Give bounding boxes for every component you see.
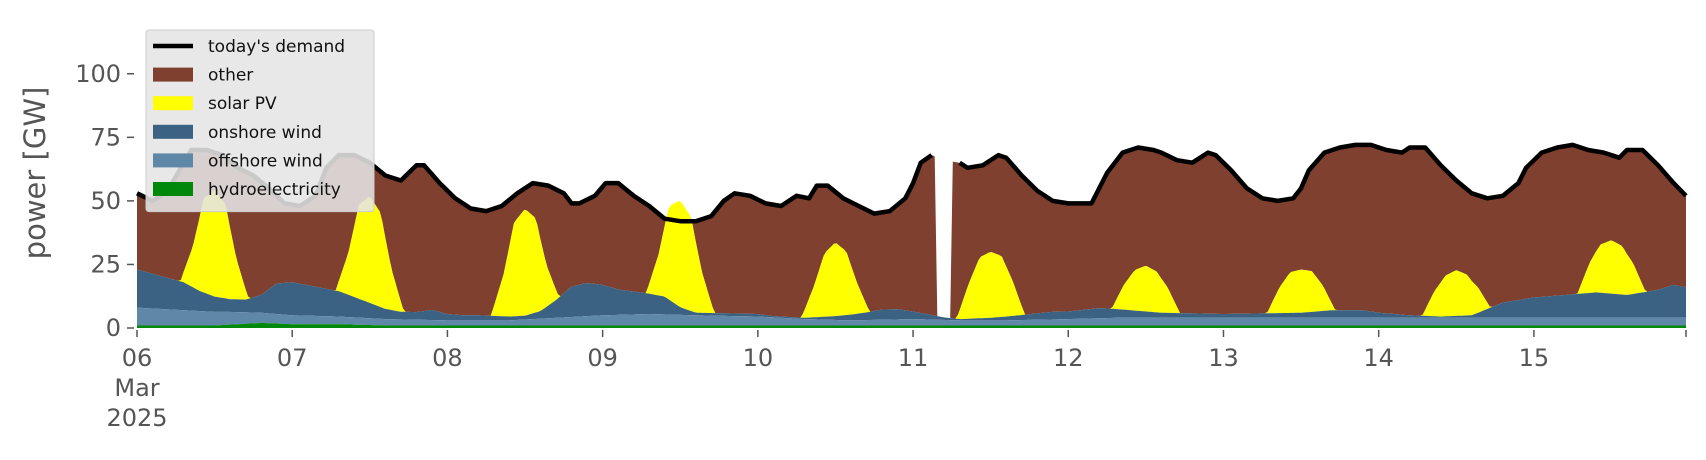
legend-swatch-hydro [153,182,193,196]
area-other [137,144,1686,319]
legend-label-onshore: onshore wind [208,123,322,143]
legend-swatch-offshore [153,153,193,168]
x-tick-label: 09 [587,344,618,372]
legend-frame [145,29,375,213]
x-tick-label: 08 [432,344,463,372]
y-tick-label: 50 [90,187,121,215]
y-tick-label: 75 [90,123,121,151]
x-tick-sublabel: Mar [114,374,159,402]
legend-swatch-onshore [153,124,193,139]
area-hydroelectricity [137,322,1686,328]
demand-line-part-2 [958,142,1688,206]
legend-label-solar: solar PV [208,94,277,114]
area-onshore-wind [137,269,1686,321]
legend-label-demand: today's demand [208,37,345,57]
legend-label-offshore: offshore wind [208,151,323,171]
legend-label-other: other [208,66,253,86]
x-tick-label: 10 [743,344,774,372]
y-tick-label: 0 [106,314,121,342]
area-offshore-wind [137,307,1686,326]
x-tick-label: 12 [1053,344,1084,372]
x-tick-label: 13 [1208,344,1239,372]
legend-swatch-solar [153,96,193,111]
y-axis-label: power [GW] [18,87,52,260]
x-tick-label: 06 [122,344,153,372]
x-tick-label: 11 [898,344,929,372]
stacked-areas [137,144,1686,328]
x-tick-label: 15 [1519,344,1550,372]
x-tick-sublabel: 2025 [106,404,167,432]
area-solar-pv [137,190,1686,320]
legend-label-hydro: hydroelectricity [208,180,341,200]
y-axis: 0 25 50 75 100 [75,60,134,342]
legend-swatch-other [153,67,193,82]
y-tick-label: 100 [75,60,121,88]
x-tick-label: 14 [1363,344,1394,372]
x-tick-label: 07 [277,344,308,372]
y-tick-label: 25 [90,250,121,278]
legend: today's demand other solar PV onshore wind o… [145,29,375,213]
